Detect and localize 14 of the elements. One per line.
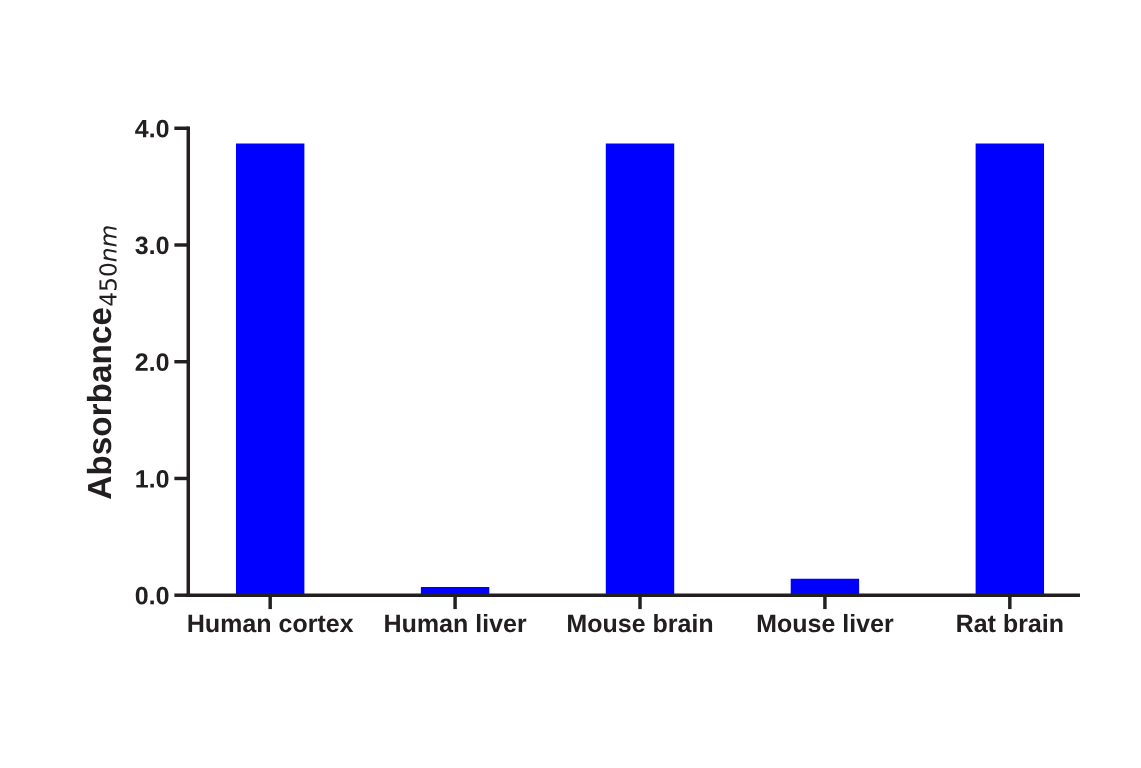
bar (235, 143, 305, 596)
y-tick-label: 4.0 (135, 119, 169, 138)
y-tick-label: 1.0 (136, 470, 169, 488)
x-tick-label: Rat brain (957, 613, 1063, 633)
x-tick-label: Human liver (385, 613, 527, 633)
x-tick-label: Mouse brain (568, 613, 713, 633)
x-tick-label: Human cortex (188, 614, 354, 633)
y-axis-title: Absorbance$_{450nm}$ (86, 226, 117, 499)
bar (605, 143, 675, 596)
bar (975, 143, 1045, 596)
y-tick-label: 0.0 (135, 586, 169, 605)
x-tick-label: Mouse liver (757, 613, 894, 633)
y-tick-label: 3.0 (135, 236, 169, 255)
y-tick-label: 2.0 (135, 353, 169, 372)
